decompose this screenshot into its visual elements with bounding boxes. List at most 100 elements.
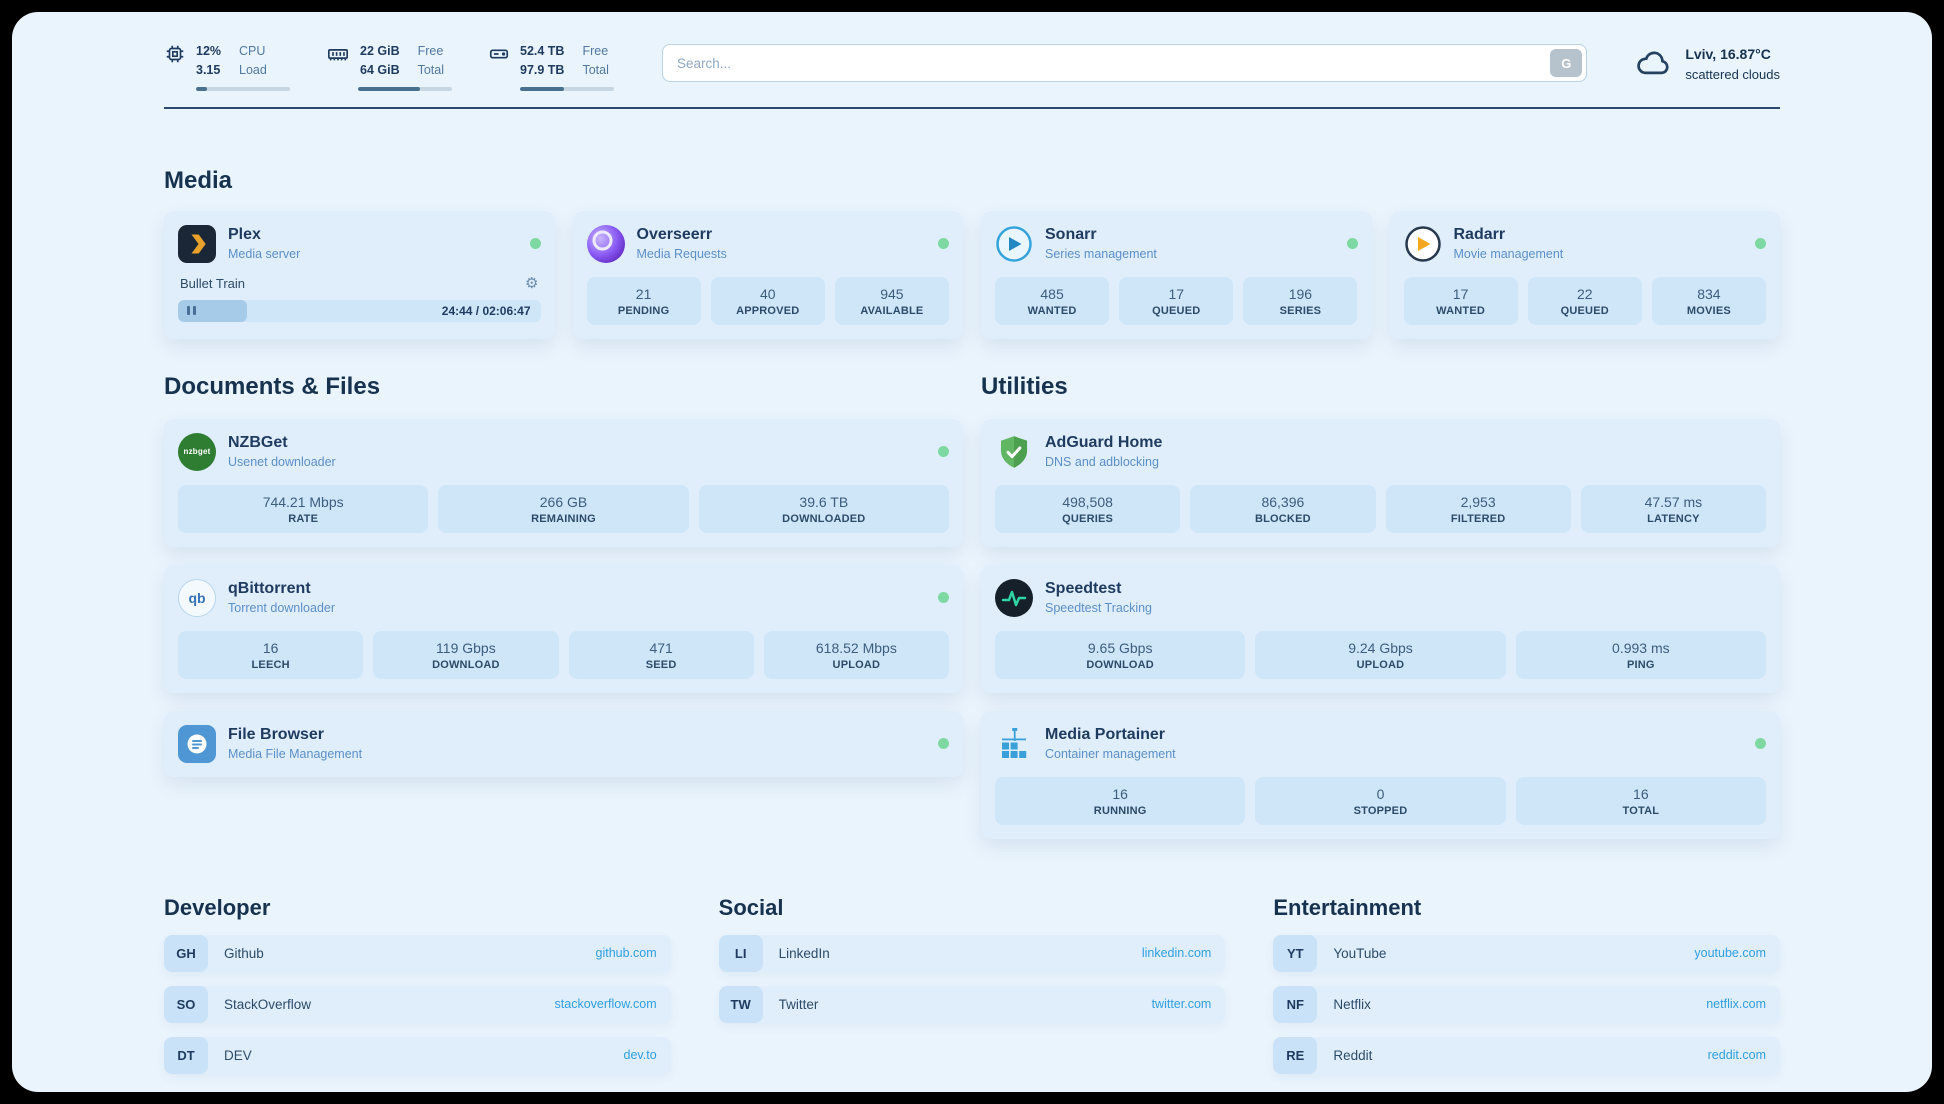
link-reddit[interactable]: RE Reddit reddit.com [1273, 1036, 1780, 1074]
overseerr-card[interactable]: Overseerr Media Requests 21 PENDING 40 A… [572, 210, 963, 339]
nzbget-subtitle: Usenet downloader [228, 455, 336, 469]
nzbget-stat-downloaded: 39.6 TB DOWNLOADED [698, 484, 949, 533]
utilities-column: Utilities AdGuard Home [981, 373, 1780, 839]
speedtest-icon [995, 578, 1033, 617]
portainer-stat-total: 16 TOTAL [1515, 776, 1766, 825]
cpu-progress-bar [196, 86, 290, 91]
disk-value-2: 97.9 TB [520, 62, 565, 77]
disk-stat: 52.4 TB 97.9 TB Free Total [488, 42, 614, 91]
nzbget-stat-rate: 744.21 Mbps RATE [178, 484, 429, 533]
qbittorrent-stat-seed: 471 SEED [568, 630, 754, 679]
plex-playback-time: 24:44 / 02:06:47 [441, 303, 531, 318]
disk-progress-bar [520, 86, 614, 91]
disk-value-1: 52.4 TB [520, 44, 565, 58]
nzbget-stat-remaining: 266 GB REMAINING [438, 484, 689, 533]
nzbget-card[interactable]: nzbget NZBGet Usenet downloader 744.21 M… [164, 418, 963, 547]
disk-label-2: Total [582, 62, 609, 77]
pause-icon [187, 306, 190, 315]
dev-abbr-icon: DT [164, 1036, 208, 1074]
overseerr-stat-approved: 40 APPROVED [710, 276, 825, 325]
adguard-icon [995, 433, 1033, 471]
speedtest-stat-upload: 9.24 Gbps UPLOAD [1255, 630, 1506, 679]
plex-card[interactable]: Plex Media server Bullet Train ⚙ [164, 210, 555, 339]
qbittorrent-status-dot [938, 592, 949, 603]
sonarr-card[interactable]: Sonarr Series management 485 WANTED 17 Q… [981, 210, 1372, 339]
radarr-stat-wanted: 17 WANTED [1403, 276, 1518, 325]
portainer-status-dot [1755, 738, 1766, 749]
filebrowser-icon [178, 724, 216, 763]
cpu-label-2: Load [239, 62, 267, 77]
link-dev[interactable]: DT DEV dev.to [164, 1036, 671, 1074]
qbittorrent-card[interactable]: qb qBittorrent Torrent downloader 16 LEE… [164, 564, 963, 693]
cpu-stat: 12% 3.15 CPU Load [164, 42, 290, 91]
weather-condition: scattered clouds [1685, 67, 1780, 82]
ram-value-2: 64 GiB [360, 62, 400, 77]
speedtest-card[interactable]: Speedtest Speedtest Tracking 9.65 Gbps D… [981, 564, 1780, 693]
plex-icon [178, 224, 216, 263]
link-stackoverflow[interactable]: SO StackOverflow stackoverflow.com [164, 985, 671, 1023]
plex-progress-fill [178, 299, 247, 322]
adguard-stat-queries: 498,508 QUERIES [995, 484, 1181, 533]
adguard-stat-blocked: 86,396 BLOCKED [1190, 484, 1376, 533]
entertainment-heading: Entertainment [1273, 894, 1422, 920]
search-input[interactable] [662, 44, 1588, 82]
cpu-label-1: CPU [239, 44, 266, 58]
link-youtube[interactable]: YT YouTube youtube.com [1273, 934, 1780, 972]
gear-icon[interactable]: ⚙ [525, 274, 539, 292]
adguard-subtitle: DNS and adblocking [1045, 455, 1159, 469]
portainer-title: Media Portainer [1045, 726, 1166, 743]
ram-stat: 22 GiB 64 GiB Free Total [326, 42, 452, 91]
portainer-card[interactable]: Media Portainer Container management 16 … [981, 710, 1780, 839]
radarr-status-dot [1755, 238, 1766, 249]
plex-now-playing: Bullet Train [180, 275, 246, 291]
media-section: Media Plex Media server [164, 167, 1780, 339]
radarr-card[interactable]: Radarr Movie management 17 WANTED 22 QUE… [1389, 210, 1780, 339]
qbittorrent-title: qBittorrent [228, 580, 311, 597]
adguard-stat-latency: 47.57 ms LATENCY [1580, 484, 1766, 533]
documents-column: Documents & Files nzbget NZBGet Usenet d… [164, 373, 963, 777]
link-linkedin[interactable]: LI LinkedIn linkedin.com [718, 934, 1226, 972]
portainer-icon [995, 725, 1033, 763]
search-engine-button[interactable]: G [1550, 49, 1583, 77]
link-github[interactable]: GH Github github.com [164, 934, 671, 972]
portainer-subtitle: Container management [1045, 747, 1176, 761]
link-netflix[interactable]: NF Netflix netflix.com [1273, 985, 1780, 1023]
system-stats: 12% 3.15 CPU Load [164, 42, 614, 91]
filebrowser-status-dot [938, 738, 949, 749]
speedtest-stat-ping: 0.993 ms PING [1515, 630, 1766, 679]
radarr-stat-movies: 834 MOVIES [1651, 276, 1766, 325]
dashboard-panel: 12% 3.15 CPU Load [12, 12, 1932, 1092]
plex-status-dot [529, 238, 541, 249]
ram-label-1: Free [417, 44, 444, 58]
topbar-divider [164, 106, 1780, 109]
adguard-card[interactable]: AdGuard Home DNS and adblocking 498,508 … [981, 418, 1780, 547]
overseerr-status-dot [938, 238, 949, 249]
radarr-stat-queued: 22 QUEUED [1527, 276, 1642, 325]
weather-widget: Lviv, 16.87°C scattered clouds [1635, 44, 1780, 85]
filebrowser-card[interactable]: File Browser Media File Management [164, 710, 963, 777]
overseerr-icon [586, 224, 625, 263]
qbittorrent-stat-leech: 16 LEECH [178, 630, 364, 679]
plex-progress-bar: 24:44 / 02:06:47 [178, 299, 541, 322]
adguard-stat-filtered: 2,953 FILTERED [1385, 484, 1571, 533]
netflix-abbr-icon: NF [1273, 985, 1318, 1023]
sonarr-stat-series: 196 SERIES [1243, 276, 1358, 325]
overseerr-title: Overseerr [636, 226, 713, 243]
filebrowser-title: File Browser [228, 726, 325, 743]
main-content: Media Plex Media server [12, 167, 1932, 1093]
stackoverflow-abbr-icon: SO [164, 985, 208, 1023]
twitter-abbr-icon: TW [718, 985, 763, 1023]
sonarr-stat-queued: 17 QUEUED [1119, 276, 1234, 325]
ram-progress-bar [358, 86, 452, 91]
ram-value-1: 22 GiB [360, 44, 400, 58]
link-twitter[interactable]: TW Twitter twitter.com [718, 985, 1226, 1023]
sonarr-status-dot [1346, 238, 1358, 249]
developer-section: Developer GH Github github.com SO StackO… [164, 895, 671, 1074]
social-section: Social LI LinkedIn linkedin.com TW Twitt… [718, 895, 1226, 1074]
sonarr-title: Sonarr [1045, 226, 1097, 243]
radarr-subtitle: Movie management [1453, 247, 1564, 261]
reddit-abbr-icon: RE [1273, 1036, 1318, 1074]
overseerr-stat-pending: 21 PENDING [586, 276, 701, 325]
media-heading: Media [164, 166, 233, 194]
disk-label-1: Free [582, 44, 609, 58]
